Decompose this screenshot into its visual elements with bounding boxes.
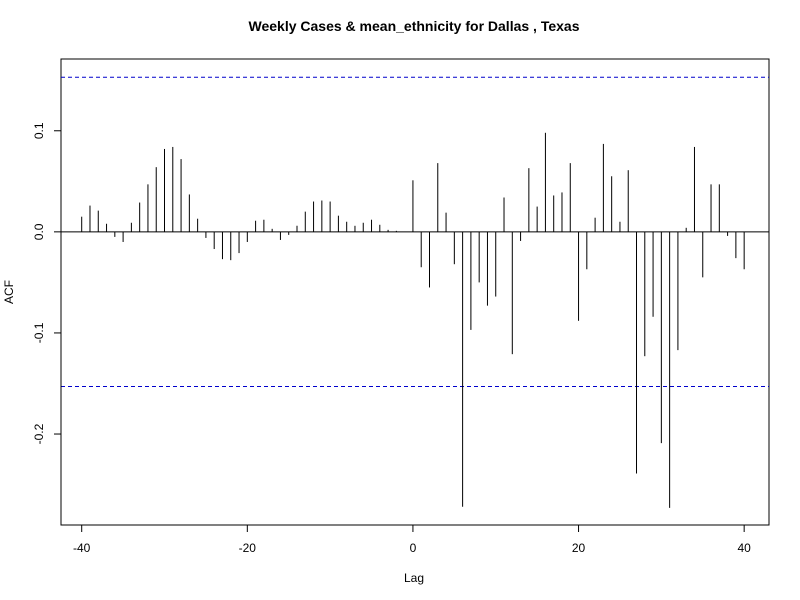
acf-bars	[81, 132, 745, 508]
confidence-bounds	[61, 76, 769, 388]
x-tick-label: -40	[73, 541, 91, 555]
x-tick-label: 20	[572, 541, 586, 555]
x-tick-label: 0	[410, 541, 417, 555]
x-tick-label: 40	[737, 541, 751, 555]
y-axis-label: ACF	[2, 280, 16, 304]
y-tick-label: -0.2	[32, 423, 46, 444]
chart-title: Weekly Cases & mean_ethnicity for Dallas…	[249, 18, 580, 34]
y-tick-label: -0.1	[32, 322, 46, 343]
y-axis: -0.2 -0.1 0.0 0.1	[32, 122, 62, 444]
x-axis-label: Lag	[404, 571, 424, 585]
y-tick-label: 0.1	[32, 122, 46, 139]
y-tick-label: 0.0	[32, 223, 46, 240]
plot-frame	[60, 58, 770, 526]
x-axis: -40 -20 0 20 40	[73, 524, 751, 555]
x-tick-label: -20	[239, 541, 257, 555]
